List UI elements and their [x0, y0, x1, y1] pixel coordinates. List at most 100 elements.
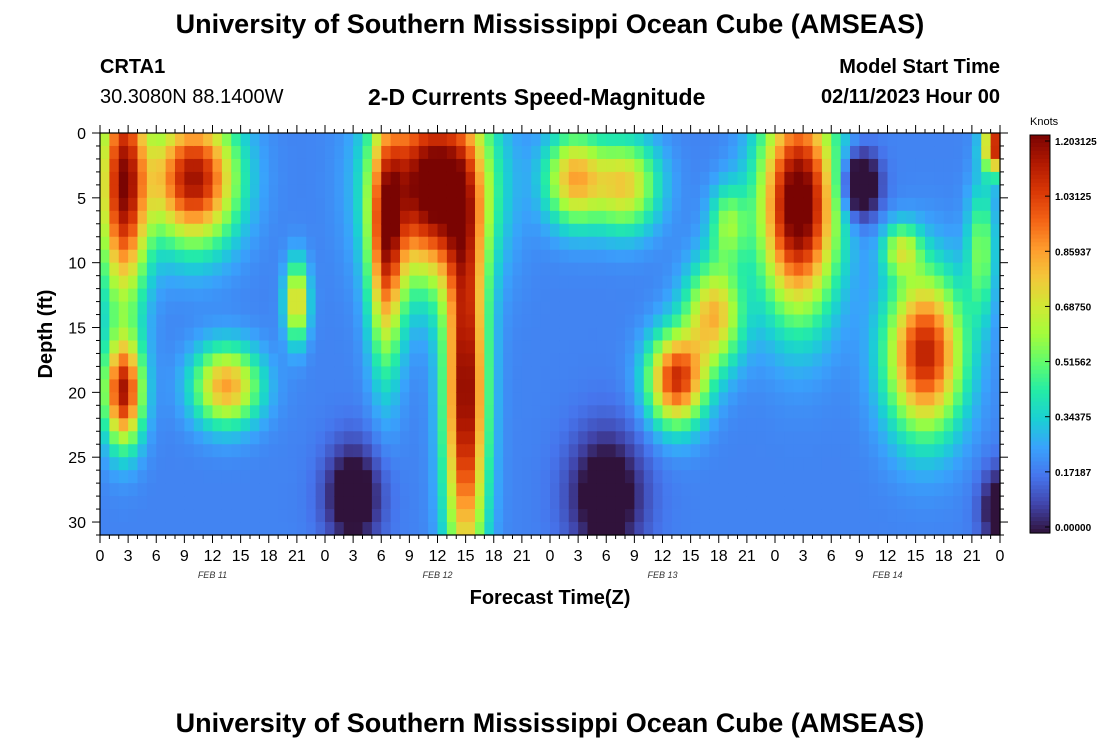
heatmap-cell [475, 366, 485, 380]
heatmap-cell [287, 275, 298, 290]
heatmap-cell [868, 314, 879, 329]
heatmap-cell [156, 197, 167, 212]
colorbar-segment [1030, 166, 1050, 172]
heatmap-cell [493, 145, 504, 160]
heatmap-cell [793, 509, 804, 523]
heatmap-cell [268, 327, 279, 342]
heatmap-cell [981, 223, 992, 238]
heatmap-cell [746, 275, 757, 290]
heatmap-cell [353, 145, 364, 160]
colorbar-segment [1030, 469, 1050, 474]
heatmap-cell [915, 314, 926, 329]
heatmap-cell [990, 288, 1001, 303]
heatmap-cell [803, 340, 814, 355]
heatmap-cell [137, 301, 148, 316]
x-tick-label: 0 [996, 548, 1005, 565]
heatmap-cell [615, 288, 626, 303]
heatmap-cell [400, 392, 410, 406]
colorbar-segment [1030, 453, 1050, 458]
heatmap-cell [990, 340, 1001, 355]
heatmap-cell [625, 340, 635, 355]
heatmap-cell [578, 158, 589, 173]
heatmap-cell [118, 262, 129, 277]
heatmap-cell [390, 457, 401, 471]
colorbar-segment [1030, 361, 1050, 367]
heatmap-cell [296, 392, 307, 406]
heatmap-cell [606, 197, 617, 212]
heatmap-cell [578, 262, 589, 277]
heatmap-cell [221, 184, 232, 199]
heatmap-cell [278, 431, 289, 445]
heatmap-cell [709, 340, 720, 355]
heatmap-cell [221, 444, 232, 458]
heatmap-cell [690, 223, 701, 238]
heatmap-cell [306, 184, 317, 199]
heatmap-cell [100, 301, 110, 316]
heatmap-cell [390, 431, 401, 445]
heatmap-cell [587, 353, 598, 368]
heatmap-cell [250, 288, 260, 303]
heatmap-cell [428, 262, 439, 277]
heatmap-cell [587, 405, 598, 419]
heatmap-cell [184, 470, 195, 484]
heatmap-cell [718, 392, 729, 406]
heatmap-cell [315, 327, 326, 342]
heatmap-cell [512, 392, 523, 406]
heatmap-cell [606, 379, 617, 393]
heatmap-cell [606, 418, 617, 432]
heatmap-cell [925, 301, 935, 316]
heatmap-cell [428, 145, 439, 160]
heatmap-cell [465, 249, 476, 264]
heatmap-cell [409, 275, 420, 290]
heatmap-cell [559, 249, 570, 264]
heatmap-cell [868, 288, 879, 303]
x-tick-label: 18 [260, 548, 278, 565]
heatmap-cell [793, 366, 804, 380]
heatmap-cell [175, 483, 185, 497]
heatmap-cell [250, 457, 260, 471]
heatmap-cell [296, 223, 307, 238]
heatmap-cell [184, 197, 195, 212]
x-axis-label: Forecast Time(Z) [470, 587, 631, 609]
heatmap-cell [325, 249, 335, 264]
heatmap-cell [334, 457, 345, 471]
heatmap-cell [296, 133, 307, 147]
heatmap-cell [371, 457, 382, 471]
heatmap-cell [615, 145, 626, 160]
heatmap-cell [362, 405, 373, 419]
heatmap-cell [475, 353, 485, 368]
heatmap-cell [540, 483, 551, 497]
heatmap-cell [681, 366, 692, 380]
heatmap-cell [325, 314, 335, 329]
heatmap-cell [381, 301, 392, 316]
heatmap-cell [418, 509, 429, 523]
heatmap-cell [371, 353, 382, 368]
heatmap-cell [362, 275, 373, 290]
heatmap-cell [456, 431, 467, 445]
heatmap-cell [231, 301, 242, 316]
heatmap-cell [540, 366, 551, 380]
heatmap-cell [296, 171, 307, 186]
heatmap-cell [315, 288, 326, 303]
heatmap-cell [690, 509, 701, 523]
heatmap-cell [343, 262, 354, 277]
heatmap-cell [175, 496, 185, 510]
heatmap-cell [193, 509, 204, 523]
heatmap-cell [250, 158, 260, 173]
heatmap-cell [850, 171, 860, 186]
heatmap-cell [456, 379, 467, 393]
colorbar-segment [1030, 349, 1050, 355]
heatmap-cell [653, 184, 664, 199]
heatmap-cell [212, 496, 223, 510]
heatmap-cell [100, 496, 110, 510]
heatmap-cell [118, 288, 129, 303]
heatmap-cell [578, 444, 589, 458]
heatmap-cell [212, 483, 223, 497]
heatmap-cell [475, 133, 485, 147]
heatmap-cell [690, 314, 701, 329]
heatmap-cell [531, 288, 542, 303]
heatmap-cell [381, 145, 392, 160]
heatmap-cell [850, 158, 860, 173]
heatmap-cell [934, 405, 945, 419]
heatmap-cell [887, 275, 898, 290]
